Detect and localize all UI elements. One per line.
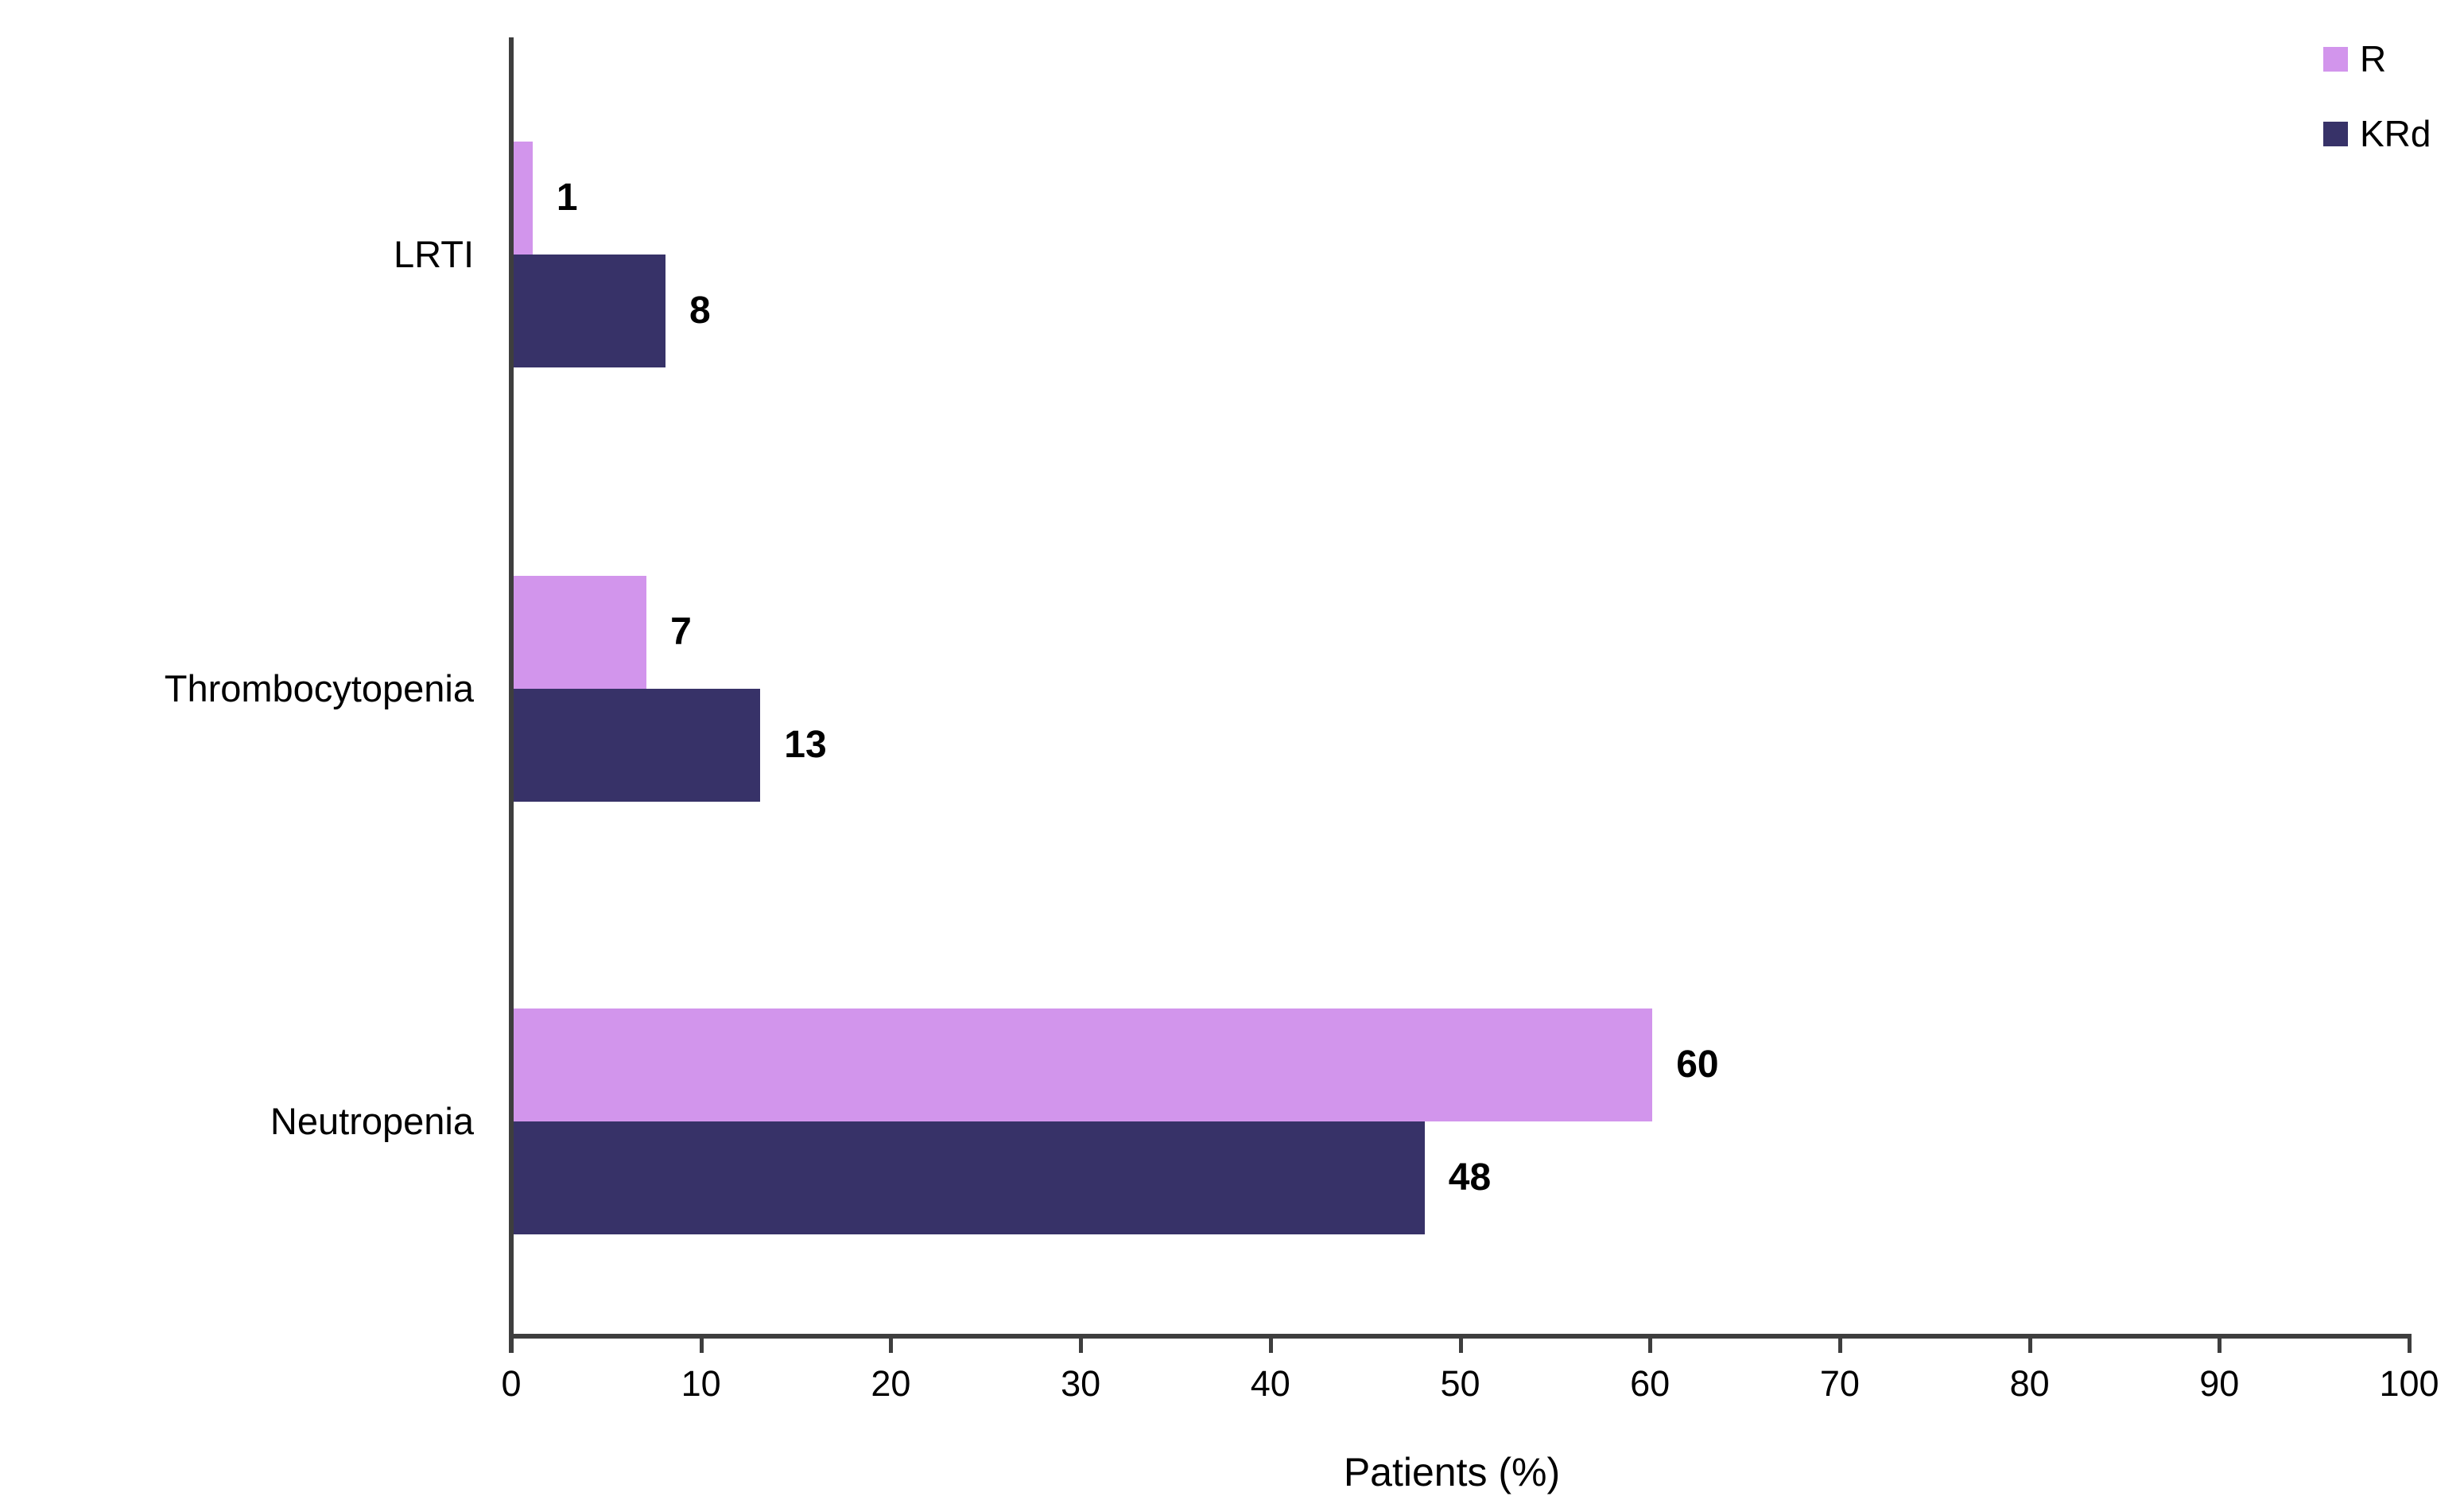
bar-value-label: 8 xyxy=(689,290,711,332)
legend-item-krd: KRd xyxy=(2323,113,2431,154)
x-axis-line xyxy=(509,1334,2412,1339)
x-tick-label: 100 xyxy=(2379,1363,2439,1404)
x-tick-label: 20 xyxy=(871,1363,911,1404)
x-tick xyxy=(1837,1339,1842,1353)
bar-r-neutropenia xyxy=(514,1008,1653,1121)
x-tick-label: 60 xyxy=(1630,1363,1670,1404)
y-axis-line xyxy=(509,37,514,1353)
legend-swatch xyxy=(2323,121,2348,146)
x-tick xyxy=(889,1339,894,1353)
legend-item-r: R xyxy=(2323,38,2431,80)
category-label: LRTI xyxy=(394,233,474,275)
legend: R KRd xyxy=(2323,38,2431,188)
x-tick xyxy=(2408,1339,2412,1353)
category-label: Thrombocytopenia xyxy=(164,667,474,709)
x-tick xyxy=(1268,1339,1273,1353)
x-tick xyxy=(2027,1339,2032,1353)
x-tick-label: 0 xyxy=(501,1363,522,1404)
x-tick xyxy=(510,1339,514,1353)
bar-value-label: 7 xyxy=(670,611,692,653)
x-tick-label: 80 xyxy=(2009,1363,2050,1404)
bar-value-label: 48 xyxy=(1448,1156,1492,1199)
x-tick-label: 90 xyxy=(2199,1363,2240,1404)
x-tick xyxy=(1458,1339,1463,1353)
x-axis-title: Patients (%) xyxy=(1343,1450,1561,1494)
x-tick-label: 70 xyxy=(1819,1363,1860,1404)
x-tick xyxy=(1648,1339,1653,1353)
bar-value-label: 60 xyxy=(1676,1043,1719,1086)
legend-label: KRd xyxy=(2360,113,2431,154)
legend-swatch xyxy=(2323,46,2348,72)
x-tick xyxy=(2218,1339,2222,1353)
bar-value-label: 1 xyxy=(556,177,578,219)
bar-krd-lrti xyxy=(514,255,665,367)
bar-r-thrombocytopenia xyxy=(514,576,647,689)
bar-krd-neutropenia xyxy=(514,1121,1425,1234)
x-tick xyxy=(1079,1339,1084,1353)
category-label: Neutropenia xyxy=(270,1100,474,1142)
x-tick-label: 50 xyxy=(1440,1363,1480,1404)
x-tick-label: 40 xyxy=(1250,1363,1290,1404)
x-tick-label: 10 xyxy=(681,1363,721,1404)
bar-r-lrti xyxy=(514,142,533,255)
bar-value-label: 13 xyxy=(784,724,827,766)
x-tick xyxy=(699,1339,704,1353)
legend-label: R xyxy=(2360,38,2387,80)
x-tick-label: 30 xyxy=(1061,1363,1101,1404)
bar-krd-thrombocytopenia xyxy=(514,689,761,802)
